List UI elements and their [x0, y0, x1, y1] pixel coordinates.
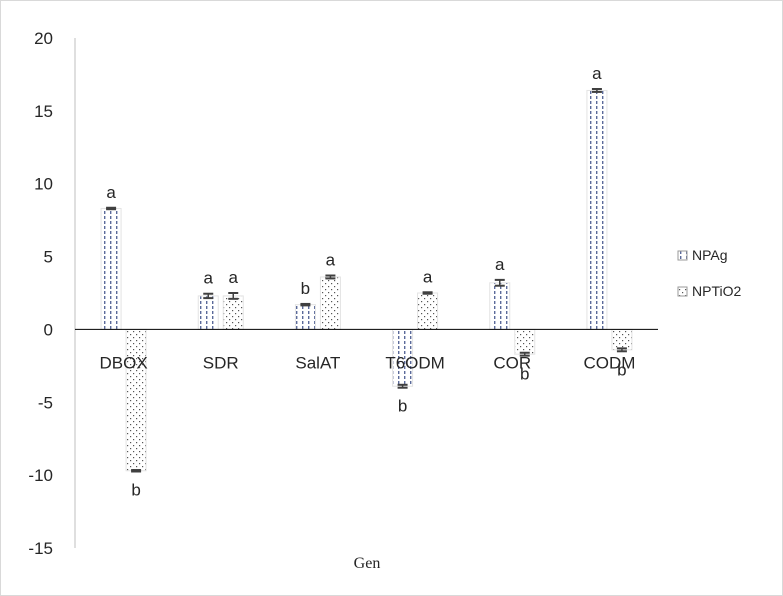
y-tick-label: 20: [34, 29, 53, 48]
y-tick-label: 5: [44, 248, 53, 267]
x-axis-title: Gen: [354, 555, 381, 572]
y-tick-label: 0: [44, 320, 53, 339]
y-axis-tick-labels: 20 15 10 5 0 -5 -10 -15: [28, 29, 53, 558]
bars-layer: [100, 88, 633, 473]
legend-swatch-nptio2: [677, 286, 688, 297]
legend-swatch-npag: [677, 250, 688, 261]
legend: NPAg NPTiO2: [677, 247, 741, 299]
significance-letter: a: [423, 267, 433, 286]
x-tick-label: T6ODM: [385, 353, 445, 372]
significance-letter: b: [617, 360, 626, 379]
bar-npag-cor: [489, 282, 511, 330]
bar-nptio2-cor: [514, 328, 536, 355]
significance-letter: b: [398, 397, 407, 416]
significance-letter: a: [106, 183, 116, 202]
x-tick-label: SDR: [203, 353, 239, 372]
significance-letter: b: [301, 279, 310, 298]
significance-letter: b: [520, 365, 529, 384]
bar-nptio2-codm: [611, 328, 633, 351]
significance-letter: a: [204, 269, 214, 288]
bar-npag-dbox: [100, 207, 122, 330]
significance-letter: a: [326, 251, 336, 270]
x-tick-label: DBOX: [99, 353, 147, 372]
significance-letter: a: [229, 268, 239, 287]
bar-npag-salat: [294, 304, 316, 330]
significance-letter: b: [131, 481, 140, 500]
legend-label-npag: NPAg: [692, 247, 728, 263]
y-tick-label: -10: [28, 466, 53, 485]
bar-nptio2-dbox: [125, 328, 147, 472]
y-tick-label: 10: [34, 175, 53, 194]
bar-nptio2-salat: [319, 276, 341, 330]
y-tick-label: 15: [34, 102, 53, 121]
x-tick-label: COR: [493, 353, 531, 372]
significance-letter: a: [495, 255, 505, 274]
bar-npag-sdr: [197, 295, 219, 330]
legend-label-nptio2: NPTiO2: [692, 283, 741, 299]
bar-nptio2-sdr: [222, 295, 244, 330]
bar-npag-codm: [586, 89, 608, 330]
x-tick-label: CODM: [583, 353, 635, 372]
x-axis-tick-labels: DBOX SDR SalAT T6ODM COR CODM: [99, 353, 635, 372]
y-tick-label: -15: [28, 539, 53, 558]
bar-nptio2-t6odm: [417, 292, 439, 330]
x-tick-label: SalAT: [295, 353, 340, 372]
y-tick-label: -5: [38, 393, 53, 412]
significance-letter: a: [592, 64, 602, 83]
